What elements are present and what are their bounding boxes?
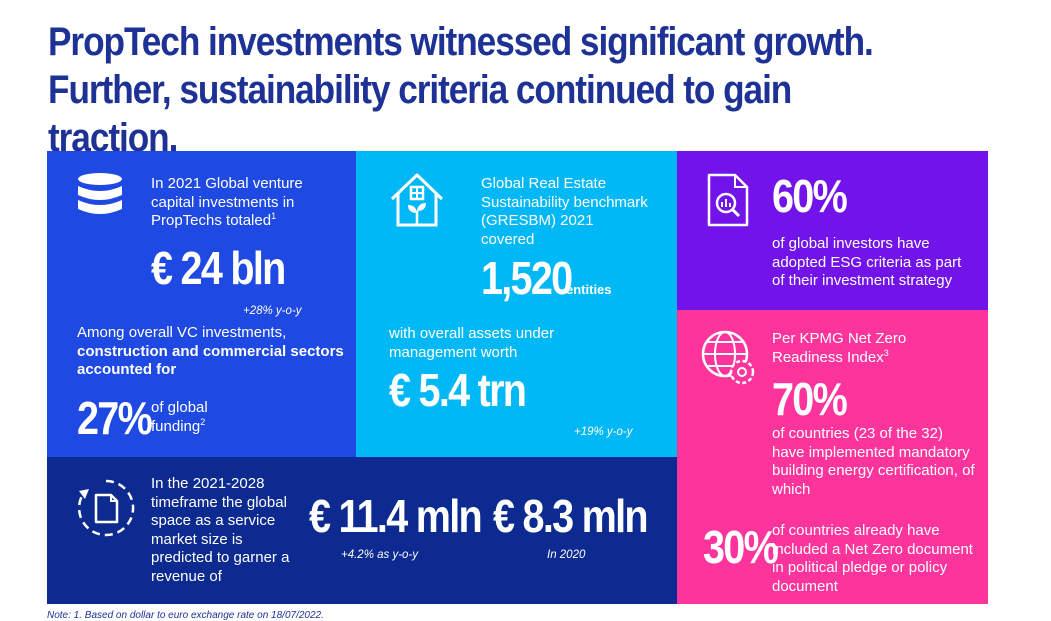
- house-plant-icon: [390, 173, 444, 227]
- market-value-2020-note: In 2020: [547, 549, 586, 561]
- esg-text: of global investors have adopted ESG cri…: [772, 235, 962, 289]
- vc-amount: € 24 bln: [151, 242, 286, 294]
- market-value-2020: € 8.3 mln: [493, 490, 649, 542]
- market-value-2028: € 11.4 mln: [309, 490, 483, 542]
- gresb-entities-value: 1,520: [481, 252, 573, 304]
- esg-panel: 60% of global investors have adopted ESG…: [677, 151, 988, 310]
- market-intro: In the 2021-2028 timeframe the global sp…: [151, 475, 290, 585]
- market-panel: In the 2021-2028 timeframe the global sp…: [47, 457, 677, 604]
- gresb-growth: +19% y-o-y: [574, 426, 633, 438]
- vc-growth: +28% y-o-y: [243, 305, 302, 317]
- title-line-1: PropTech investments witnessed significa…: [48, 20, 874, 64]
- gresb-panel: Global Real Estate Sustainability benchm…: [356, 151, 677, 457]
- esg-value: 60%: [772, 170, 848, 222]
- netzero-value-70: 70%: [772, 373, 848, 425]
- document-search-icon: [707, 173, 749, 227]
- netzero-value-30: 30%: [703, 521, 779, 573]
- market-value-2028-note: +4.2% as y-o-y: [341, 549, 419, 561]
- netzero-panel: Per KPMG Net Zero Readiness Index3 70% o…: [677, 310, 988, 604]
- netzero-text-70: of countries (23 of the 32) have impleme…: [772, 425, 975, 498]
- footnote: Note: 1. Based on dollar to euro exchang…: [47, 610, 324, 621]
- vc-intro: In 2021 Global venture capital investmen…: [151, 175, 303, 229]
- globe-gear-icon: [701, 330, 755, 385]
- netzero-text-30: of countries already have included a Net…: [772, 522, 973, 595]
- vc-share-label: of global funding2: [151, 399, 208, 435]
- page-title: PropTech investments witnessed significa…: [48, 18, 910, 162]
- vc-investment-panel: In 2021 Global venture capital investmen…: [47, 151, 356, 457]
- netzero-intro: Per KPMG Net Zero Readiness Index3: [772, 330, 907, 366]
- database-icon: [78, 173, 122, 214]
- gresb-assets-value: € 5.4 trn: [389, 364, 527, 416]
- gresb-entities-label: entities: [566, 282, 612, 297]
- vc-share-text: Among overall VC investments, constructi…: [77, 324, 344, 378]
- document-cycle-icon: [77, 479, 135, 537]
- title-line-2: Further, sustainability criteria continu…: [48, 68, 792, 160]
- gresb-intro: Global Real Estate Sustainability benchm…: [481, 175, 648, 248]
- gresb-assets-intro: with overall assets under management wor…: [389, 325, 555, 361]
- vc-share-value: 27%: [77, 392, 153, 444]
